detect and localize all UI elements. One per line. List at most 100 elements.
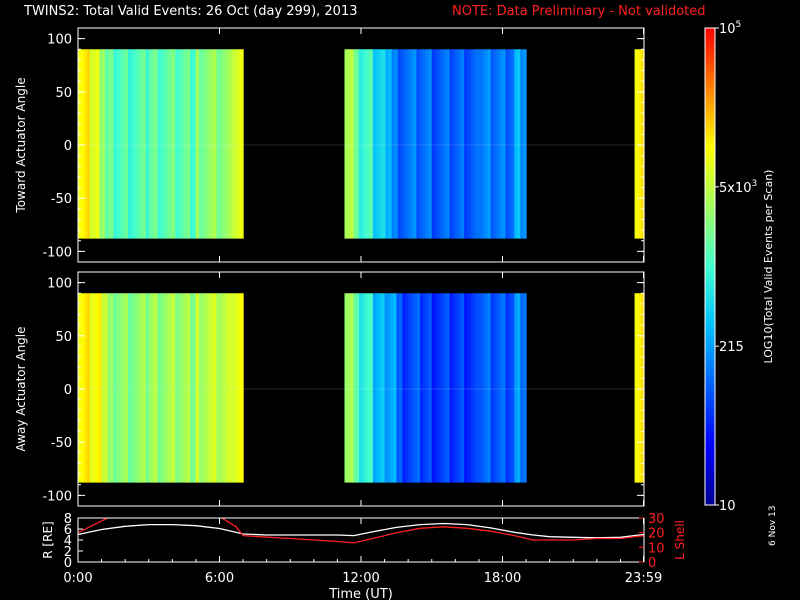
heatmap-cell <box>104 49 109 239</box>
heatmap-cell <box>640 49 645 239</box>
date-stamp: 6 Nov 13 <box>768 505 778 546</box>
heatmap-cell <box>201 49 206 239</box>
heatmap-cell <box>80 49 85 239</box>
heatmap-cell <box>520 293 524 483</box>
l-shell-line <box>78 518 644 544</box>
title-main: TWINS2: Total Valid Events: 26 Oct (day … <box>24 4 358 19</box>
heatmap-cell <box>237 293 241 483</box>
heatmap-cell <box>490 49 495 239</box>
heatmap-cell <box>131 293 135 483</box>
heatmap-cell <box>499 293 504 483</box>
heatmap-cell <box>452 293 456 483</box>
heatmap-cell <box>181 293 185 483</box>
heatmap-cell <box>86 293 91 483</box>
heatmap-cell <box>350 293 354 483</box>
heatmap-cell <box>407 49 411 239</box>
heatmap-cell <box>216 49 221 239</box>
heatmap-cell <box>475 293 480 483</box>
heatmap-cell <box>394 49 399 239</box>
heatmap-cell <box>419 293 424 483</box>
heatmap-cell <box>78 293 82 483</box>
heatmap-cell <box>502 293 507 483</box>
colorbar-tick-label: 215 <box>719 340 744 355</box>
heatmap-cell <box>192 293 197 483</box>
heatmap-cell <box>449 293 453 483</box>
x-tick-label: 0:00 <box>63 571 92 586</box>
heatmap-cell <box>104 293 109 483</box>
heatmap-cell <box>98 293 103 483</box>
heatmap-cell <box>163 293 168 483</box>
heatmap-cell <box>187 293 191 483</box>
heatmap-cell <box>169 293 173 483</box>
colorbar-tick-label: 105 <box>719 20 741 37</box>
heatmap-cell <box>443 49 448 239</box>
heatmap-cell <box>425 293 430 483</box>
heatmap-cell <box>99 49 103 239</box>
heatmap-cell <box>464 293 468 483</box>
heatmap-cell <box>157 49 162 239</box>
heatmap-cell <box>390 293 395 483</box>
heatmap-cell <box>511 293 515 483</box>
heatmap-cell <box>484 49 489 239</box>
heatmap-cell <box>405 293 409 483</box>
heatmap-cell <box>192 49 197 239</box>
heatmap-cell <box>198 49 203 239</box>
x-tick-label: 6:00 <box>205 571 234 586</box>
heatmap-cell <box>347 49 351 239</box>
heatmap-cell <box>399 293 403 483</box>
heatmap-cell <box>195 293 200 483</box>
heatmap-cell <box>505 49 509 239</box>
heatmap-cell <box>517 293 521 483</box>
heatmap-cell <box>449 49 453 239</box>
heatmap-cell <box>116 293 120 483</box>
heatmap-cell <box>145 293 150 483</box>
heatmap-cell <box>210 293 215 483</box>
heatmap-cell <box>431 293 436 483</box>
heatmap-cell <box>101 293 106 483</box>
heatmap-cell <box>151 49 156 239</box>
heatmap-cell <box>207 293 212 483</box>
right-axis-label: L Shell <box>673 520 687 560</box>
heatmap-cell <box>431 49 436 239</box>
heatmap-cell <box>107 293 112 483</box>
heatmap-cell <box>184 49 188 239</box>
heatmap-cell <box>122 293 126 483</box>
heatmap-cell <box>458 49 462 239</box>
heatmap-cell <box>204 293 209 483</box>
left-y-tick-label: 0 <box>64 556 72 571</box>
heatmap-cell <box>225 293 229 483</box>
heatmap-cell <box>228 49 232 239</box>
heatmap-cell <box>416 49 421 239</box>
heatmap-cell <box>499 49 504 239</box>
heatmap-cell <box>190 49 194 239</box>
heatmap-cell <box>204 49 209 239</box>
heatmap-cell <box>110 293 114 483</box>
heatmap-cell <box>372 49 377 239</box>
heatmap-cell <box>89 293 94 483</box>
heatmap-cell <box>102 49 106 239</box>
heatmap-cell <box>89 49 94 239</box>
heatmap-cell <box>178 293 182 483</box>
x-axis-label: Time (UT) <box>328 587 393 600</box>
heatmap-cell <box>634 49 639 239</box>
heatmap-cell <box>428 49 433 239</box>
heatmap-cell <box>184 293 188 483</box>
heatmap-cell <box>234 293 238 483</box>
heatmap-cell <box>353 293 357 483</box>
heatmap-cell <box>487 293 492 483</box>
heatmap-cell <box>231 293 235 483</box>
heatmap-cell <box>367 49 371 239</box>
r-distance-line <box>78 522 644 539</box>
heatmap-cell <box>175 49 179 239</box>
heatmap-cell <box>210 49 215 239</box>
heatmap-cell <box>391 49 396 239</box>
heatmap-cell <box>402 293 406 483</box>
heatmap-cell <box>359 293 363 483</box>
heatmap-cell <box>523 293 527 483</box>
heatmap-cell <box>446 293 451 483</box>
heatmap-cell <box>213 293 218 483</box>
heatmap-cell <box>470 293 474 483</box>
heatmap-cell <box>107 49 112 239</box>
heatmap-cell <box>125 49 129 239</box>
